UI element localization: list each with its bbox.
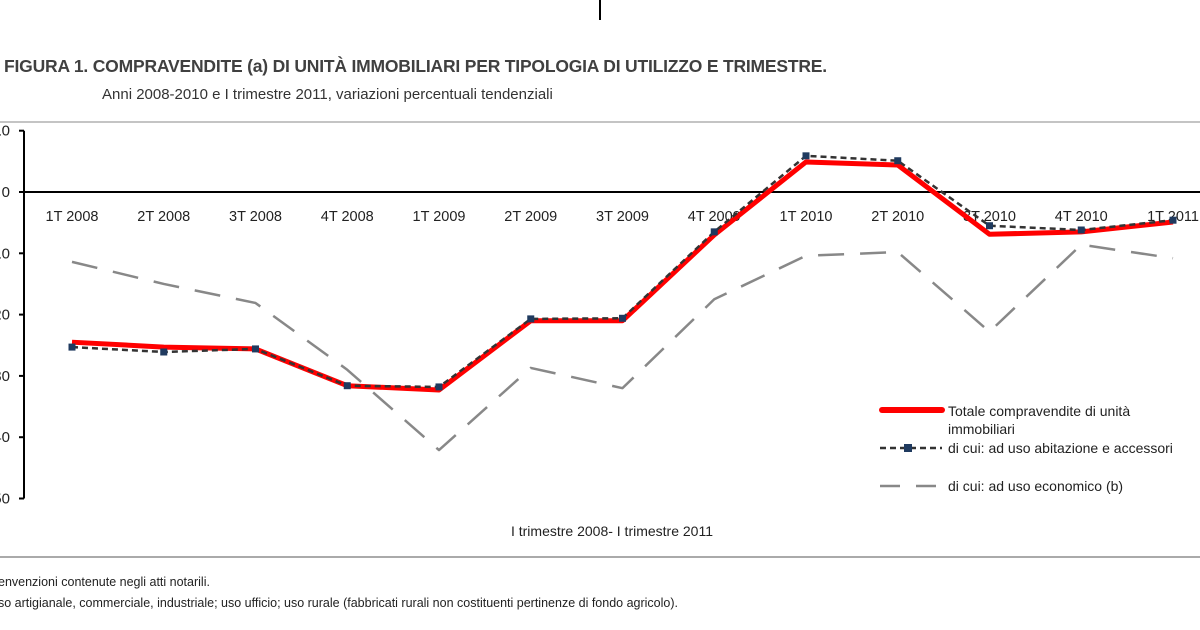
data-point-abitazione xyxy=(68,343,76,351)
legend-label-economico: di cui: ad uso economico (b) xyxy=(948,478,1123,494)
data-point-abitazione xyxy=(435,383,443,391)
legend-marker-abitazione xyxy=(904,444,912,452)
x-tick-label: 1T 2010 xyxy=(780,209,833,225)
footnote-b: so artigianale, commerciale, industriale… xyxy=(0,596,678,610)
x-tick-label: 1T 2008 xyxy=(46,209,99,225)
x-axis-label: I trimestre 2008- I trimestre 2011 xyxy=(511,523,713,539)
footnote-a: envenzioni contenute negli atti notarili… xyxy=(0,575,210,589)
y-tick-label: 0 xyxy=(2,184,10,201)
series-line-totale xyxy=(71,159,1174,393)
x-tick-label: 3T 2010 xyxy=(963,209,1016,225)
y-tick-label: -50 xyxy=(0,491,10,508)
data-point-abitazione xyxy=(527,315,535,323)
figure-subtitle: Anni 2008-2010 e I trimestre 2011, varia… xyxy=(102,86,553,103)
y-tick-label: -30 xyxy=(0,368,10,385)
x-tick-label: 1T 2009 xyxy=(413,209,466,225)
page-divider-mark xyxy=(599,0,601,20)
data-point-abitazione xyxy=(802,152,810,160)
data-point-abitazione xyxy=(894,157,902,165)
x-tick-label: 4T 2010 xyxy=(1055,209,1108,225)
y-tick-label: -20 xyxy=(0,307,10,324)
data-point-abitazione xyxy=(252,345,259,353)
legend-label-total-2: immobiliari xyxy=(948,421,1015,437)
series-line-abitazione xyxy=(71,154,1174,389)
legend-label-abitazione: di cui: ad uso abitazione e accessori xyxy=(948,440,1173,456)
series-line-economico xyxy=(71,243,1174,452)
data-point-abitazione xyxy=(710,228,718,236)
data-point-abitazione xyxy=(1169,216,1177,224)
data-point-abitazione xyxy=(343,382,351,390)
legend: Totale compravendite di unità immobiliar… xyxy=(879,403,1173,494)
x-tick-label: 2T 2010 xyxy=(871,209,924,225)
x-tick-label: 4T 2008 xyxy=(321,209,374,225)
x-tick-label: 2T 2008 xyxy=(137,209,190,225)
x-tick-label: 3T 2008 xyxy=(229,209,282,225)
data-point-abitazione xyxy=(619,314,626,322)
y-tick-label: 10 xyxy=(0,123,10,140)
data-point-abitazione xyxy=(986,222,993,230)
x-tick-label: 3T 2009 xyxy=(596,209,649,225)
legend-label-total-1: Totale compravendite di unità xyxy=(948,403,1130,419)
y-tick-label: -10 xyxy=(0,245,10,262)
y-tick-label: -40 xyxy=(0,429,10,446)
x-tick-label: 2T 2009 xyxy=(504,209,557,225)
data-point-abitazione xyxy=(1077,226,1085,234)
figure-title: FIGURA 1. COMPRAVENDITE (a) DI UNITÀ IMM… xyxy=(4,56,827,76)
data-point-abitazione xyxy=(160,348,168,356)
